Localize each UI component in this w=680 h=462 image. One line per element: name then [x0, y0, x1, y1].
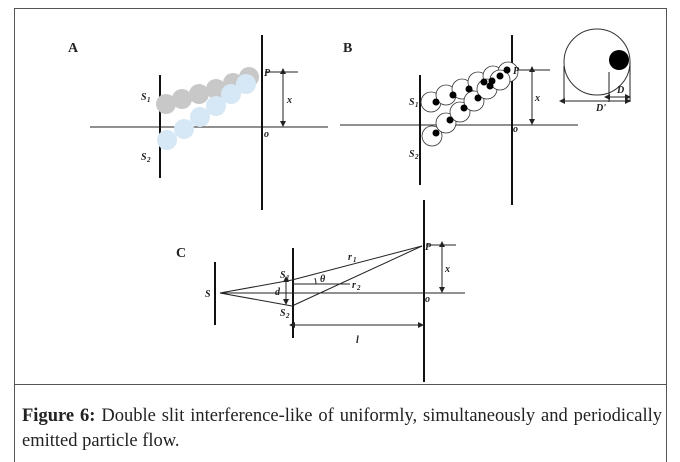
caption-label: Figure 6: — [22, 406, 96, 426]
label-s1-sub: 1 — [415, 101, 419, 109]
panel-b: B P x S 1 S 2 o D D' — [340, 28, 631, 205]
label-p: P — [513, 66, 520, 77]
label-x: x — [444, 264, 450, 275]
label-s1: S — [409, 97, 415, 108]
label-s2-sub: 2 — [285, 312, 290, 320]
panel-c: C S S 1 S 2 d θ r 1 r 2 P x o l — [176, 200, 465, 382]
label-l: l — [356, 335, 359, 346]
panel-label: C — [176, 246, 186, 261]
label-s2-sub: 2 — [414, 153, 419, 161]
figure-frame — [14, 8, 667, 462]
label-d-prime: D' — [595, 103, 606, 114]
label-s2-sub: 2 — [146, 156, 151, 164]
label-r2: r — [352, 280, 356, 291]
label-r2-sub: 2 — [356, 284, 361, 292]
panel-label: A — [68, 41, 79, 56]
label-r1: r — [348, 252, 352, 263]
label-s1: S — [141, 92, 147, 103]
label-x: x — [286, 95, 292, 106]
panel-a: A P x S 1 S 2 o — [68, 35, 328, 210]
label-x: x — [534, 93, 540, 104]
caption-rule — [14, 384, 667, 385]
label-d: d — [275, 287, 281, 298]
caption: Figure 6: Double slit interference-like … — [22, 404, 662, 454]
panel-label: B — [343, 41, 352, 56]
label-s2: S — [280, 308, 286, 319]
label-s1: S — [280, 270, 286, 281]
label-r1-sub: 1 — [353, 256, 357, 264]
label-theta: θ — [320, 274, 326, 285]
label-o: o — [513, 124, 518, 135]
label-s2: S — [141, 152, 147, 163]
caption-text: Double slit interference-like of uniform… — [22, 406, 662, 451]
label-o: o — [425, 294, 430, 305]
label-o: o — [264, 129, 269, 140]
label-s2: S — [409, 149, 415, 160]
label-p: P — [264, 68, 271, 79]
label-s: S — [205, 289, 211, 300]
label-d: D — [616, 85, 624, 96]
label-p: P — [425, 242, 432, 253]
label-s1-sub: 1 — [286, 274, 290, 282]
label-s1-sub: 1 — [147, 96, 151, 104]
